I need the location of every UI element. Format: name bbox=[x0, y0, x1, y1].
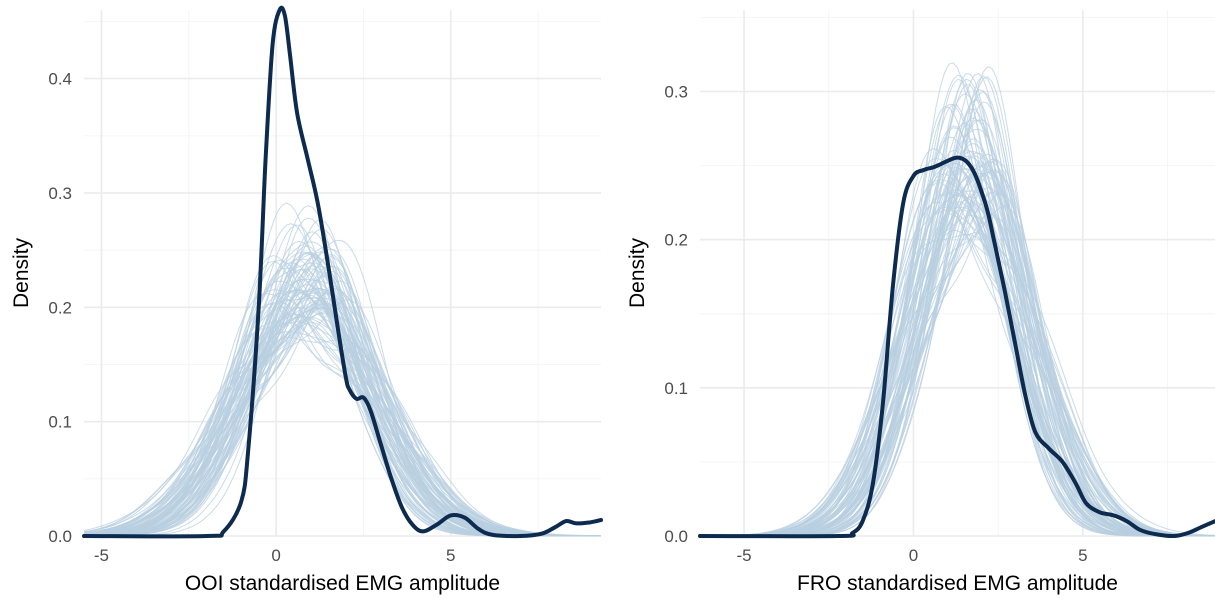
ooi-simulated-density-line bbox=[83, 307, 601, 537]
fro-simulated-density-line bbox=[700, 203, 1215, 537]
fro-simulated-density-line bbox=[700, 206, 1215, 537]
ooi-y-tick-label: 0.3 bbox=[48, 184, 72, 203]
fro-simulated-density-line bbox=[700, 179, 1215, 537]
fro-x-tick-label: -5 bbox=[736, 546, 751, 565]
fro-simulated-density-line bbox=[700, 155, 1215, 537]
fro-simulated-density-line bbox=[700, 169, 1215, 537]
fro-y-tick-label: 0.2 bbox=[664, 231, 688, 250]
ooi-x-tick-label: 0 bbox=[271, 546, 280, 565]
fro-simulated-density-line bbox=[700, 191, 1215, 537]
fro-simulated-density-line bbox=[700, 171, 1215, 537]
fro-simulated-density-line bbox=[700, 233, 1215, 537]
ooi-simulated-density-line bbox=[83, 284, 601, 537]
ooi-x-tick-label: 5 bbox=[446, 546, 455, 565]
fro-y-tick-label: 0.3 bbox=[664, 82, 688, 101]
fro-simulated-density-line bbox=[700, 216, 1215, 537]
ooi-y-tick-label: 0.4 bbox=[48, 70, 72, 89]
fro-simulated-density-line bbox=[700, 66, 1215, 537]
fro-tick-labels: -5 0 5 0.0 0.1 0.2 0.3 bbox=[664, 82, 1087, 565]
fro-simulated-density-line bbox=[700, 162, 1215, 537]
fro-simulated-density-line bbox=[700, 208, 1215, 537]
ooi-observed-density bbox=[82, 5, 603, 539]
fro-simulated-densities bbox=[699, 62, 1215, 537]
fro-density-panel: -5 0 5 0.0 0.1 0.2 0.3 FRO standardised EMG am… bbox=[626, 10, 1215, 595]
fro-simulated-density-line bbox=[700, 170, 1215, 537]
ooi-y-tick-label: 0.0 bbox=[48, 527, 72, 546]
fro-simulated-density-line bbox=[700, 172, 1215, 537]
fro-simulated-density-line bbox=[700, 179, 1215, 537]
fro-x-axis-title: FRO standardised EMG amplitude bbox=[797, 572, 1118, 595]
fro-simulated-density-line bbox=[700, 168, 1215, 537]
ooi-simulated-density-line bbox=[83, 287, 602, 537]
ooi-observed-density-line bbox=[82, 5, 603, 539]
fro-observed-density-line bbox=[698, 155, 1215, 539]
ooi-simulated-density-line bbox=[84, 288, 601, 537]
fro-observed-density bbox=[698, 155, 1215, 539]
ooi-gridlines bbox=[84, 10, 601, 537]
ooi-y-axis-title: Density bbox=[10, 237, 33, 308]
ooi-simulated-density-line bbox=[84, 231, 601, 537]
fro-gridlines bbox=[700, 10, 1215, 537]
ooi-simulated-density-line bbox=[84, 239, 601, 537]
fro-simulated-density-line bbox=[700, 143, 1215, 537]
fro-simulated-density-line bbox=[700, 190, 1215, 537]
ooi-x-tick-label: -5 bbox=[94, 546, 109, 565]
ooi-tick-labels: -5 0 5 0.0 0.1 0.2 0.3 0.4 bbox=[48, 70, 455, 565]
fro-simulated-density-line bbox=[700, 213, 1215, 537]
ooi-y-tick-label: 0.2 bbox=[48, 298, 72, 317]
fro-simulated-density-line bbox=[700, 150, 1215, 537]
ooi-x-axis-title: OOI standardised EMG amplitude bbox=[185, 572, 500, 595]
ooi-simulated-density-line bbox=[84, 246, 601, 537]
ooi-simulated-density-line bbox=[83, 245, 601, 537]
fro-simulated-density-line bbox=[699, 189, 1215, 537]
fro-simulated-density-line bbox=[700, 119, 1215, 537]
fro-y-tick-label: 0.1 bbox=[664, 379, 688, 398]
fro-x-tick-label: 5 bbox=[1078, 546, 1087, 565]
ooi-y-tick-label: 0.1 bbox=[48, 413, 72, 432]
fro-y-axis-title: Density bbox=[626, 237, 649, 308]
fro-simulated-density-line bbox=[700, 155, 1215, 537]
fro-simulated-density-line bbox=[700, 229, 1215, 537]
ooi-density-panel: -5 0 5 0.0 0.1 0.2 0.3 0.4 OOI standardised EMG… bbox=[10, 5, 603, 595]
fro-x-tick-label: 0 bbox=[909, 546, 918, 565]
fro-y-tick-label: 0.0 bbox=[664, 527, 688, 546]
fro-simulated-density-line bbox=[700, 173, 1215, 537]
